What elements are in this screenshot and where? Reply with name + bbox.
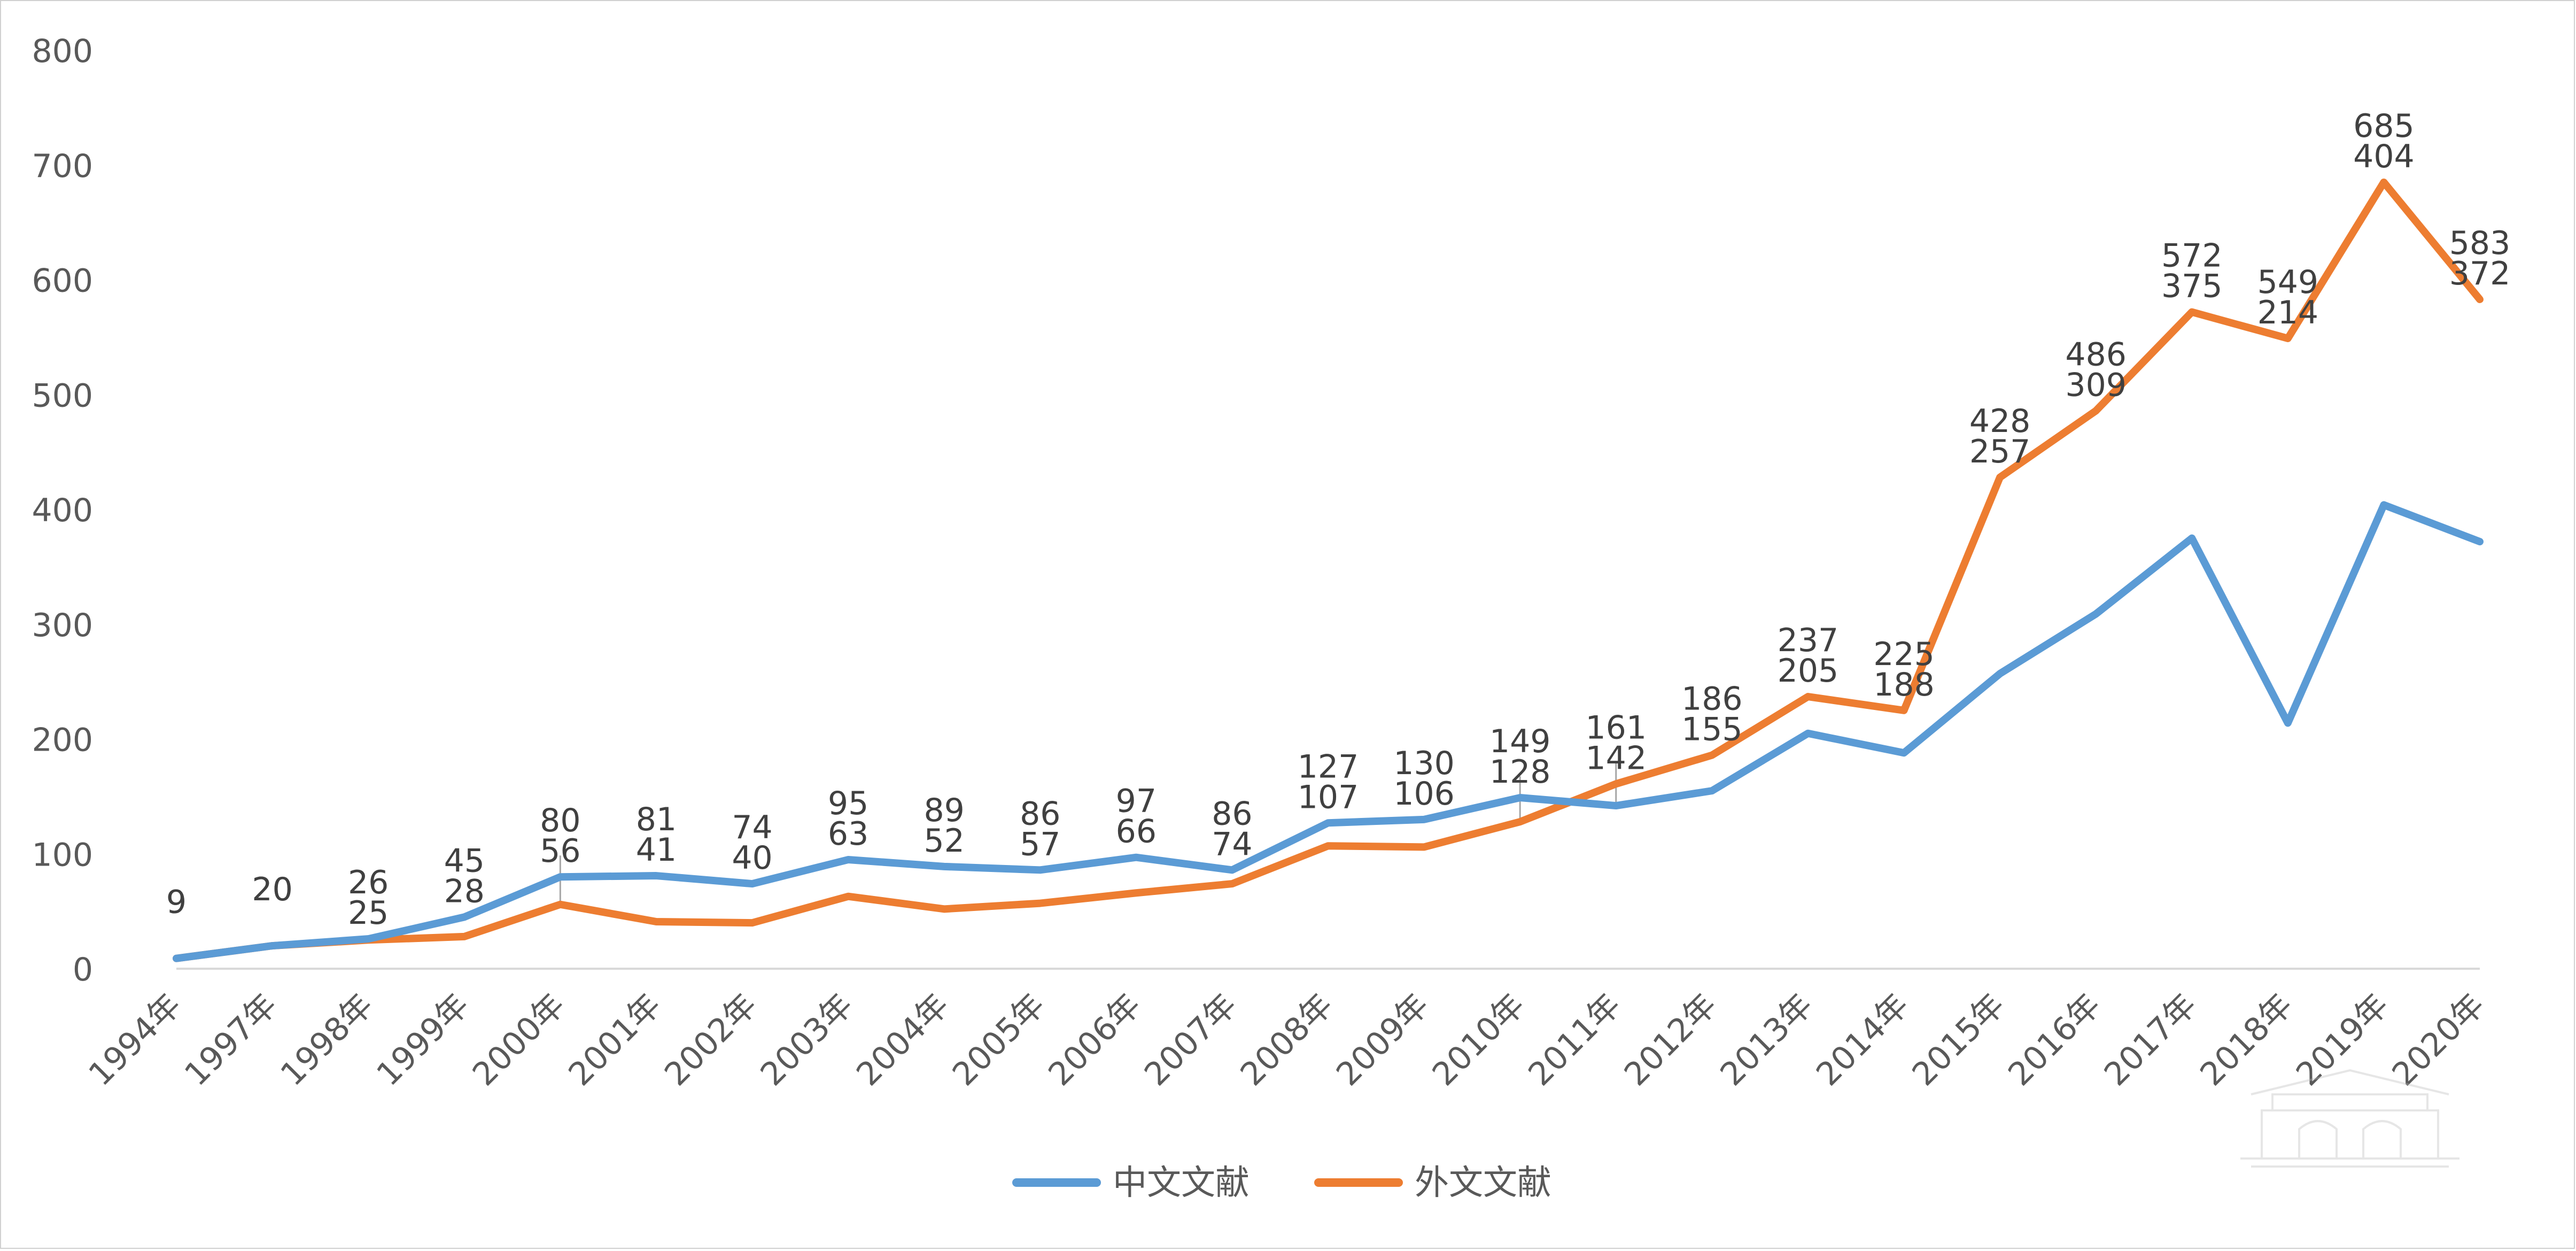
- data-label: 41: [636, 831, 677, 869]
- data-label: 237: [1778, 622, 1839, 659]
- x-tick-label: 2006年: [1042, 986, 1149, 1093]
- x-tick-label: 2004年: [849, 986, 956, 1093]
- data-label: 106: [1393, 775, 1455, 813]
- x-tick-label: 2016年: [2001, 986, 2108, 1093]
- y-tick-label: 600: [32, 262, 93, 300]
- data-label: 372: [2449, 255, 2511, 292]
- x-tick-label: 2009年: [1329, 986, 1436, 1093]
- data-label: 107: [1298, 778, 1359, 816]
- data-label: 155: [1681, 711, 1743, 748]
- data-label: 80: [540, 802, 580, 839]
- data-label: 20: [252, 871, 292, 908]
- building-watermark: [2240, 1069, 2459, 1168]
- data-label: 130: [1393, 745, 1455, 782]
- data-label: 142: [1585, 739, 1647, 777]
- y-tick-label: 0: [73, 951, 93, 989]
- data-label: 225: [1873, 636, 1935, 673]
- x-tick-label: 1999年: [369, 986, 476, 1093]
- data-label: 549: [2257, 264, 2319, 301]
- data-label: 486: [2065, 336, 2127, 373]
- y-tick-label: 400: [32, 492, 93, 529]
- x-tick-label: 2005年: [945, 986, 1052, 1093]
- y-tick-label: 700: [32, 148, 93, 185]
- x-tick-label: 2013年: [1713, 986, 1820, 1093]
- series-line-chinese: [173, 501, 2484, 962]
- data-label: 149: [1489, 723, 1551, 760]
- data-label: 257: [1969, 433, 2031, 470]
- data-label: 86: [1020, 795, 1060, 832]
- data-label: 56: [540, 832, 580, 870]
- data-label: 9: [166, 884, 187, 921]
- data-label: 9: [166, 884, 187, 921]
- data-label: 25: [348, 894, 389, 932]
- data-label: 583: [2449, 225, 2511, 262]
- x-tick-label: 1998年: [274, 986, 381, 1093]
- data-label: 95: [828, 785, 868, 822]
- x-tick-label: 2011年: [1521, 986, 1628, 1093]
- data-label: 40: [732, 839, 772, 877]
- data-label: 57: [1020, 825, 1060, 863]
- data-label: 404: [2353, 138, 2415, 175]
- x-axis: 1994年1997年1998年1999年2000年2001年2002年2003年…: [82, 968, 2492, 1093]
- y-tick-label: 500: [32, 377, 93, 414]
- y-tick-label: 200: [32, 722, 93, 759]
- data-label: 205: [1778, 652, 1839, 690]
- y-tick-label: 800: [32, 33, 93, 70]
- data-labels: 9 20 26 45 80 81 74 95 89 86 97 86 127 130 149 142 155 20…: [166, 107, 2510, 932]
- x-tick-label: 2014年: [1809, 986, 1916, 1093]
- data-label: 20: [252, 871, 292, 908]
- y-tick-label: 100: [32, 836, 93, 874]
- x-tick-label: 2015年: [1905, 986, 2012, 1093]
- data-label: 309: [2065, 366, 2127, 404]
- data-label: 52: [924, 822, 964, 860]
- data-label: 66: [1116, 813, 1157, 851]
- x-tick-label: 2003年: [754, 986, 860, 1093]
- data-label: 214: [2257, 294, 2319, 331]
- x-tick-label: 2001年: [562, 986, 669, 1093]
- data-label: 74: [732, 809, 772, 846]
- y-axis: 0 100 200 300 400 500 600 700 800: [32, 33, 93, 989]
- data-label: 685: [2353, 107, 2415, 145]
- data-label: 128: [1489, 753, 1551, 791]
- x-tick-label: 2018年: [2193, 986, 2300, 1093]
- legend: 中文文献 外文文献: [1012, 1163, 1551, 1203]
- data-label: 572: [2161, 237, 2223, 275]
- legend-label: 外文文献: [1415, 1163, 1551, 1203]
- x-tick-label: 1994年: [82, 986, 189, 1093]
- data-label: 161: [1585, 709, 1647, 746]
- x-tick-label: 2008年: [1233, 986, 1340, 1093]
- series-lines: [173, 178, 2484, 962]
- data-label: 74: [1212, 825, 1252, 863]
- data-label: 63: [828, 815, 868, 853]
- x-tick-label: 2000年: [465, 986, 572, 1093]
- x-tick-label: 2020年: [2385, 986, 2492, 1093]
- data-label: 186: [1681, 681, 1743, 718]
- data-label: 26: [348, 864, 389, 901]
- x-tick-label: 1997年: [177, 986, 284, 1093]
- x-tick-label: 2010年: [1425, 986, 1532, 1093]
- data-label: 428: [1969, 403, 2031, 440]
- data-label: 188: [1873, 666, 1935, 704]
- y-tick-label: 300: [32, 607, 93, 644]
- data-label: 86: [1212, 795, 1252, 832]
- data-label: 45: [444, 842, 485, 879]
- x-tick-label: 2002年: [657, 986, 764, 1093]
- data-label: 89: [924, 792, 964, 829]
- data-label: 81: [636, 801, 677, 838]
- x-tick-label: 2012年: [1617, 986, 1724, 1093]
- data-label: 375: [2161, 268, 2223, 305]
- data-label: 28: [444, 872, 485, 910]
- x-tick-label: 2007年: [1137, 986, 1244, 1093]
- series-line-foreign: [173, 178, 2484, 962]
- legend-label: 中文文献: [1113, 1163, 1250, 1203]
- data-label: 127: [1298, 748, 1359, 785]
- x-tick-label: 2017年: [2097, 986, 2204, 1093]
- data-label: 97: [1116, 783, 1157, 820]
